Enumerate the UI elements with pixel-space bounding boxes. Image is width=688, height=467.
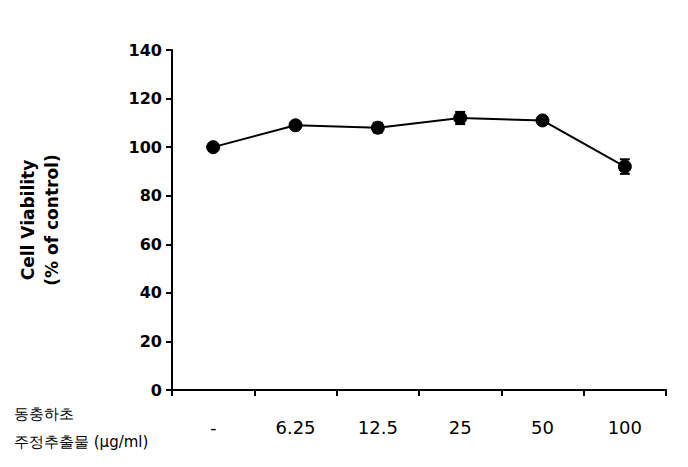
svg-text:0: 0 [151,381,162,400]
svg-text:6.25: 6.25 [275,417,315,438]
svg-text:주정추출물 (μg/ml): 주정추출물 (μg/ml) [14,433,148,451]
svg-text:50: 50 [531,417,554,438]
svg-text:100: 100 [129,138,162,157]
svg-text:40: 40 [140,283,162,302]
svg-text:25: 25 [449,417,472,438]
svg-text:20: 20 [140,332,162,351]
svg-text:140: 140 [129,41,162,60]
svg-text:(% of control): (% of control) [42,154,62,285]
svg-text:Cell Viability: Cell Viability [18,160,38,281]
svg-text:동충하초: 동충하초 [14,405,74,423]
svg-text:60: 60 [140,235,162,254]
svg-text:100: 100 [608,417,642,438]
svg-text:120: 120 [129,89,162,108]
svg-text:80: 80 [140,186,162,205]
svg-text:12.5: 12.5 [358,417,398,438]
svg-text:-: - [210,417,217,438]
